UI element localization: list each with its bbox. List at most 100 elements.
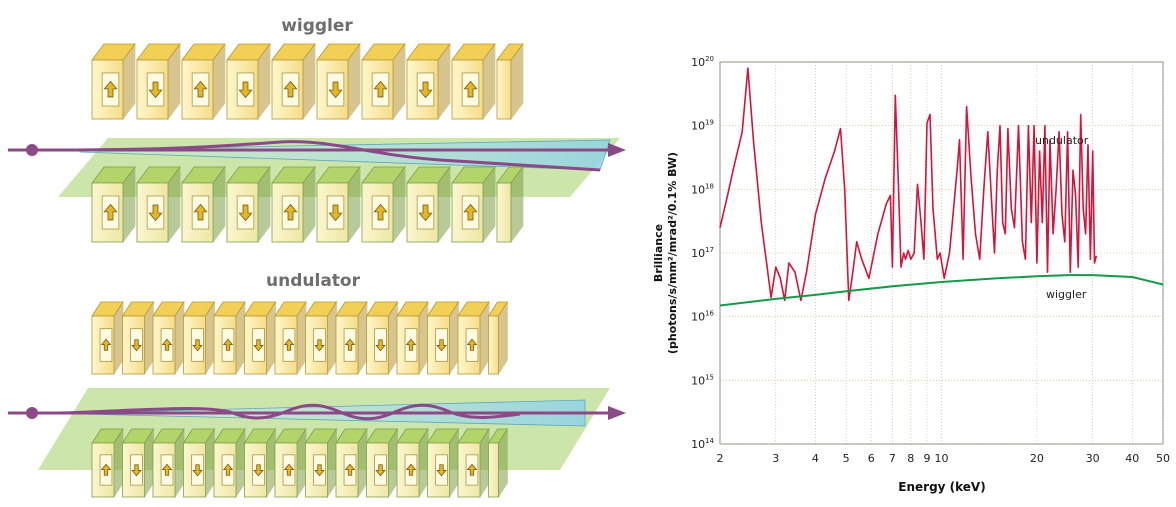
undulator-bottom-magnet-1 [91,427,124,499]
wiggler-top-magnet-4 [226,42,271,121]
undulator-bottom-magnet-12 [426,427,460,499]
arrow-down-icon [252,328,265,362]
beam-arrowhead-icon [608,143,626,157]
undulator-bottom-magnet-3 [152,427,185,499]
wiggler-top-magnet-7 [361,42,406,121]
chart-series [719,67,1164,307]
undulator-bottom-magnet-13 [457,427,490,499]
undulator-top-magnet-3 [152,300,185,376]
wiggler-top-magnet-5 [271,42,316,121]
wiggler-bottom-magnet-array [91,165,524,244]
arrow-down-icon [146,195,165,230]
arrow-down-icon [236,72,255,107]
wiggler-bottom-magnet-9 [451,165,496,244]
undulator-top-magnet-array [91,300,509,376]
wiggler-bottom-magnet-8 [406,165,451,244]
x-tick-label: 50 [1156,452,1170,465]
arrow-down-icon [416,195,435,230]
arrow-down-icon [191,328,204,362]
arrow-up-icon [282,454,296,486]
arrow-down-icon [374,328,387,362]
arrow-up-icon [371,195,390,230]
undulator-top-magnet-12 [426,300,460,376]
arrow-down-icon [416,72,435,107]
y-tick-label: 1020 [691,55,714,69]
undulator-top-magnet-4 [182,300,216,376]
wiggler-beam [8,139,626,172]
undulator-bottom-magnet-8 [304,427,338,499]
beam-arrowhead-icon [608,406,626,420]
undulator-title: undulator [266,271,361,291]
arrow-down-icon [313,328,326,362]
electron-bunch-icon [26,407,38,419]
x-tick-label: 40 [1125,452,1139,465]
undulator-top-magnet-1 [91,300,124,376]
wiggler-bottom-magnet-6 [316,165,361,244]
undulator-top-magnet-9 [335,300,368,376]
arrow-down-icon [313,454,326,486]
undulator-bottom-magnet-6 [243,427,277,499]
arrow-up-icon [191,72,210,107]
undulator-bottom-magnet-9 [335,427,368,499]
arrow-up-icon [404,328,418,362]
undulator-bottom-magnet-11 [396,427,429,499]
wiggler-bottom-magnet-1 [91,165,136,244]
series-line-undulator [719,67,1098,302]
x-tick-label: 8 [907,452,914,465]
x-tick-label: 7 [889,452,896,465]
undulator-bottom-magnet-array [91,427,509,499]
series-line-wiggler [719,274,1164,307]
x-tick-label: 10 [935,452,949,465]
arrow-up-icon [465,454,479,486]
brilliance-chart: 2 3 4 5 6 7 8 9 10 20 30 40 50 101410151016101710181… [652,55,1170,494]
arrow-down-icon [326,72,345,107]
x-tick-label: 2 [717,452,724,465]
arrow-down-icon [191,454,204,486]
y-tick-labels: 1014 1015 1016 1017 1018 1019 1020 [691,55,714,451]
y-tick-label: 1016 [691,310,714,324]
wiggler-bottom-magnet-10 [496,165,524,244]
arrow-up-icon [343,328,357,362]
wiggler-top-magnet-10 [496,42,524,121]
arrow-up-icon [99,328,113,362]
arrow-down-icon [130,328,143,362]
arrow-up-icon [101,72,120,107]
wiggler-top-magnet-2 [136,42,181,121]
undulator-top-magnet-13 [457,300,490,376]
arrow-up-icon [221,454,235,486]
arrow-down-icon [435,328,448,362]
arrow-up-icon [101,195,120,230]
y-tick-label: 1018 [691,182,714,196]
wiggler-bottom-magnet-3 [181,165,226,244]
undulator-top-magnet-14 [487,300,509,376]
series-label-undulator: undulator [1035,134,1089,147]
undulator-top-magnet-8 [304,300,338,376]
undulator-bottom-magnet-14 [487,427,509,499]
undulator-bottom-magnet-2 [121,427,155,499]
undulator-top-magnet-7 [274,300,307,376]
y-tick-label: 1015 [691,373,714,387]
undulator-top-magnet-5 [213,300,246,376]
arrow-up-icon [461,72,480,107]
wiggler-title: wiggler [281,16,353,36]
undulator-bottom-magnet-5 [213,427,246,499]
undulator-bottom-magnet-10 [365,427,399,499]
arrow-down-icon [252,454,265,486]
series-label-wiggler: wiggler [1046,288,1087,301]
wiggler-top-magnet-9 [451,42,496,121]
arrow-up-icon [404,454,418,486]
y-tick-label: 1017 [691,246,714,260]
arrow-down-icon [374,454,387,486]
arrow-up-icon [465,328,479,362]
x-tick-label: 6 [868,452,875,465]
arrow-down-icon [326,195,345,230]
x-tick-label: 9 [923,452,930,465]
insertion-device-diagrams: wiggler undulator [8,16,626,499]
wiggler-bottom-magnet-5 [271,165,316,244]
wiggler-top-magnet-8 [406,42,451,121]
undulator-top-magnet-11 [396,300,429,376]
arrow-up-icon [281,72,300,107]
undulator-top-magnet-6 [243,300,277,376]
electron-bunch-icon [26,144,38,156]
y-axis-label: Brilliance(photons/s/mm²/mrad²/0.1% BW) [652,152,679,354]
